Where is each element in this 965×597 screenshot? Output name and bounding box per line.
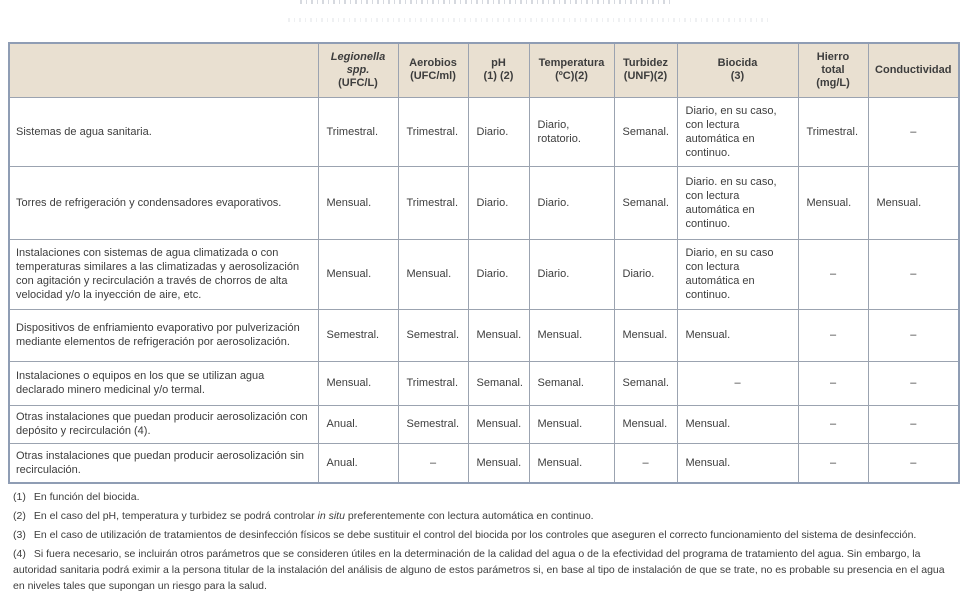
footnote-number: (4) <box>13 548 26 560</box>
row-label: Torres de refrigeración y condensadores … <box>8 165 319 240</box>
footnote-number: (1) <box>13 491 26 503</box>
cell-hierro-total: Mensual. <box>797 165 869 240</box>
monitoring-frequency-table: Legionella spp. (UFC/L) Aerobios (UFC/ml) pH(… <box>8 42 960 484</box>
cell-turbidez: Diario. <box>613 238 678 310</box>
table-header-row: Legionella spp. (UFC/L) Aerobios (UFC/ml) pH(… <box>8 42 960 98</box>
cell-hierro-total: – <box>797 360 869 406</box>
cell-legionella: Mensual. <box>317 238 399 310</box>
table-row: Instalaciones con sistemas de agua clima… <box>8 238 960 310</box>
cell-legionella: Mensual. <box>317 165 399 240</box>
faint-cutoff-text-artifact <box>300 0 670 4</box>
cell-biocida: Mensual. <box>676 442 799 484</box>
cell-ph: Mensual. <box>467 308 530 362</box>
cell-aerobios: Semestral. <box>397 404 469 444</box>
cell-biocida: Mensual. <box>676 404 799 444</box>
cell-aerobios: Mensual. <box>397 238 469 310</box>
cell-ph: Mensual. <box>467 442 530 484</box>
footnote-number: (2) <box>13 510 26 522</box>
footnote: (1) En función del biocida. <box>13 489 957 505</box>
cell-turbidez: Mensual. <box>613 404 678 444</box>
cell-turbidez: Semanal. <box>613 360 678 406</box>
cell-hierro-total: – <box>797 442 869 484</box>
cell-conductividad: – <box>867 442 960 484</box>
cell-ph: Diario. <box>467 238 530 310</box>
row-label: Sistemas de agua sanitaria. <box>8 96 319 167</box>
table-row: Torres de refrigeración y condensadores … <box>8 165 960 240</box>
column-header-biocida: Biocida (3) <box>676 42 799 98</box>
cell-conductividad: – <box>867 96 960 167</box>
column-header-legionella: Legionella spp. (UFC/L) <box>317 42 399 98</box>
table-row: Sistemas de agua sanitaria. Trimestral. Tr… <box>8 96 960 167</box>
cell-temperatura: Diario. <box>528 165 615 240</box>
column-header-temperatura: Temperatura (ºC)(2) <box>528 42 615 98</box>
row-label: Dispositivos de enfriamiento evaporativo… <box>8 308 319 362</box>
cell-turbidez: Mensual. <box>613 308 678 362</box>
cell-temperatura: Mensual. <box>528 308 615 362</box>
cell-legionella: Trimestral. <box>317 96 399 167</box>
cell-hierro-total: – <box>797 404 869 444</box>
row-label: Otras instalaciones que puedan producir … <box>8 404 319 444</box>
cell-hierro-total: – <box>797 238 869 310</box>
cell-conductividad: – <box>867 308 960 362</box>
footnote-text: preferentemente con lectura automática e… <box>344 510 594 522</box>
cell-biocida: Diario. en su caso, con lectura automáti… <box>676 165 799 240</box>
cell-biocida: Diario, en su caso con lectura automátic… <box>676 238 799 310</box>
footnotes: (1) En función del biocida. (2) En el caso … <box>13 489 957 597</box>
cell-ph: Semanal. <box>467 360 530 406</box>
footnote: (3) En el caso de utilización de tratamie… <box>13 527 957 543</box>
footnote: (2) En el caso del pH, temperatura y turb… <box>13 508 957 524</box>
table-row: Otras instalaciones que puedan producir … <box>8 442 960 484</box>
cell-hierro-total: Trimestral. <box>797 96 869 167</box>
cell-aerobios: Semestral. <box>397 308 469 362</box>
column-header-installation <box>8 42 319 98</box>
cell-conductividad: – <box>867 360 960 406</box>
cell-temperatura: Mensual. <box>528 404 615 444</box>
cell-legionella: Anual. <box>317 404 399 444</box>
footnote-number: (3) <box>13 529 26 541</box>
cell-biocida: – <box>676 360 799 406</box>
cell-legionella: Semestral. <box>317 308 399 362</box>
cell-aerobios: Trimestral. <box>397 96 469 167</box>
cell-temperatura: Diario. <box>528 238 615 310</box>
cell-temperatura: Semanal. <box>528 360 615 406</box>
column-header-ph: pH (1) (2) <box>467 42 530 98</box>
cell-biocida: Diario, en su caso, con lectura automáti… <box>676 96 799 167</box>
cell-aerobios: Trimestral. <box>397 165 469 240</box>
cell-hierro-total: – <box>797 308 869 362</box>
cell-ph: Diario. <box>467 165 530 240</box>
footnote-text: En función del biocida. <box>33 491 140 503</box>
table-row: Dispositivos de enfriamiento evaporativo… <box>8 308 960 362</box>
cell-turbidez: Semanal. <box>613 96 678 167</box>
cell-ph: Diario. <box>467 96 530 167</box>
row-label: Instalaciones con sistemas de agua clima… <box>8 238 319 310</box>
cell-conductividad: Mensual. <box>867 165 960 240</box>
footnote-text: En el caso del pH, temperatura y turbide… <box>33 510 318 522</box>
footnote-text: in situ <box>317 510 345 522</box>
cell-temperatura: Diario, rotatorio. <box>528 96 615 167</box>
column-header-aerobios: Aerobios (UFC/ml) <box>397 42 469 98</box>
cell-ph: Mensual. <box>467 404 530 444</box>
cell-conductividad: – <box>867 404 960 444</box>
row-label: Otras instalaciones que puedan producir … <box>8 442 319 484</box>
cell-turbidez: Semanal. <box>613 165 678 240</box>
cell-biocida: Mensual. <box>676 308 799 362</box>
footnote-text: Si fuera necesario, se incluirán otros p… <box>13 548 945 592</box>
footnote: (4) Si fuera necesario, se incluirán otro… <box>13 546 957 594</box>
footnote-text: En el caso de utilización de tratamiento… <box>33 529 917 541</box>
column-header-turbidez: Turbidez (UNF)(2) <box>613 42 678 98</box>
cell-legionella: Anual. <box>317 442 399 484</box>
column-header-conductividad: Conductividad <box>867 42 960 98</box>
cell-legionella: Mensual. <box>317 360 399 406</box>
table-row: Otras instalaciones que puedan producir … <box>8 404 960 444</box>
row-label: Instalaciones o equipos en los que se ut… <box>8 360 319 406</box>
cell-temperatura: Mensual. <box>528 442 615 484</box>
column-header-hierro-total: Hierro total (mg/L) <box>797 42 869 98</box>
cell-aerobios: Trimestral. <box>397 360 469 406</box>
faint-cutoff-text-artifact <box>288 18 768 22</box>
table-row: Instalaciones o equipos en los que se ut… <box>8 360 960 406</box>
cell-turbidez: – <box>613 442 678 484</box>
cell-aerobios: – <box>397 442 469 484</box>
cell-conductividad: – <box>867 238 960 310</box>
